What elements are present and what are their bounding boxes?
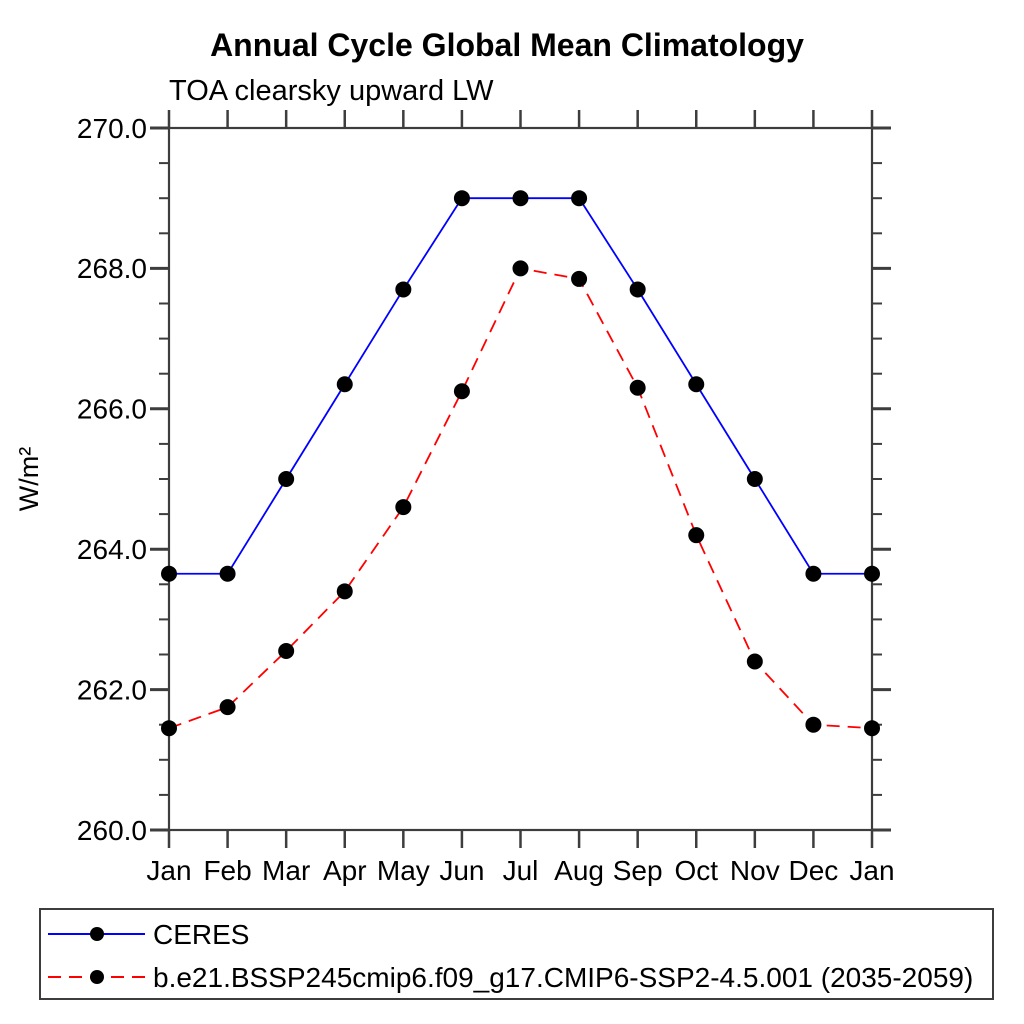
data-point-0-Jun (453, 190, 470, 207)
data-point-1-May (395, 499, 412, 516)
data-point-0-Apr (336, 376, 353, 393)
legend-marker-icon (90, 927, 104, 941)
x-tick-label: Mar (262, 855, 310, 886)
x-tick-label: Jul (503, 855, 539, 886)
data-point-0-Aug (571, 190, 588, 207)
data-point-0-Jan (161, 565, 177, 582)
plot-box (167, 126, 874, 832)
x-tick-label: May (377, 855, 430, 886)
data-point-1-Jul (512, 260, 529, 277)
legend-entry-ceres: CERES (48, 919, 249, 950)
data-point-0-Sep (629, 281, 646, 298)
legend-label-ceres: CERES (153, 919, 249, 950)
x-tick-label: Sep (613, 855, 663, 886)
data-point-1-Jun (453, 383, 470, 400)
y-tick-label: 268.0 (77, 253, 147, 284)
data-point-0-Nov (746, 471, 763, 487)
y-tick-label: 270.0 (77, 113, 147, 144)
data-point-1-Jan (161, 720, 177, 737)
data-point-0-Feb (219, 565, 236, 582)
data-point-1-Nov (746, 653, 763, 670)
legend-box (39, 908, 994, 1000)
data-point-0-Jul (512, 190, 529, 207)
chart-subtitle: TOA clearsky upward LW (169, 75, 494, 107)
x-tick-label: Jan (146, 855, 191, 886)
x-tick-label: Nov (730, 855, 780, 886)
legend-entry-model: b.e21.BSSP245cmip6.f09_g17.CMIP6-SSP2-4.… (48, 962, 973, 993)
data-point-1-Jan (864, 720, 880, 737)
x-tick-label: Feb (203, 855, 251, 886)
y-tick-label: 262.0 (77, 674, 147, 705)
data-point-1-Apr (336, 583, 353, 600)
data-point-0-Oct (688, 376, 705, 393)
x-tick-label: Jun (439, 855, 484, 886)
data-point-1-Aug (571, 270, 588, 287)
x-tick-label: Aug (554, 855, 604, 886)
plot-area: 260.0 262.0 264.0 266.0 268.0 270.0 Jan Feb Mar A… (77, 110, 895, 886)
data-point-1-Oct (688, 527, 705, 544)
data-point-1-Sep (629, 379, 646, 396)
x-tick-label: Jan (849, 855, 894, 886)
data-point-1-Mar (278, 642, 295, 659)
y-axis-label: W/m² (14, 447, 44, 511)
data-point-1-Feb (219, 699, 236, 716)
legend-label-model: b.e21.BSSP245cmip6.f09_g17.CMIP6-SSP2-4.… (153, 962, 973, 993)
chart-title: Annual Cycle Global Mean Climatology (210, 27, 804, 63)
data-point-0-May (395, 281, 412, 298)
x-tick-label: Apr (323, 855, 367, 886)
series-line-0 (169, 197, 872, 575)
data-point-0-Mar (278, 471, 295, 487)
data-point-0-Jan (864, 565, 880, 582)
legend-marker-icon (90, 970, 104, 984)
y-tick-label: 260.0 (77, 815, 147, 846)
x-tick-label: Dec (789, 855, 839, 886)
data-point-1-Dec (805, 716, 822, 733)
y-tick-label: 264.0 (77, 534, 147, 565)
legend: CERES b.e21.BSSP245cmip6.f09_g17.CMIP6-S… (39, 908, 994, 1000)
y-tick-label: 266.0 (77, 394, 147, 425)
x-tick-label: Oct (674, 855, 718, 886)
data-point-0-Dec (805, 565, 822, 582)
